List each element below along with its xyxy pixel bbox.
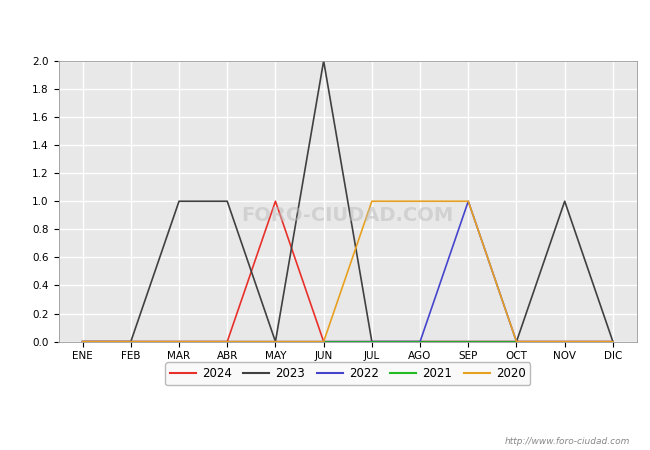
- Text: http://www.foro-ciudad.com: http://www.foro-ciudad.com: [505, 436, 630, 446]
- Legend: 2024, 2023, 2022, 2021, 2020: 2024, 2023, 2022, 2021, 2020: [165, 362, 530, 385]
- Text: FORO-CIUDAD.COM: FORO-CIUDAD.COM: [242, 206, 454, 225]
- Text: Matriculaciones de Vehiculos en Atajate: Matriculaciones de Vehiculos en Atajate: [183, 26, 513, 44]
